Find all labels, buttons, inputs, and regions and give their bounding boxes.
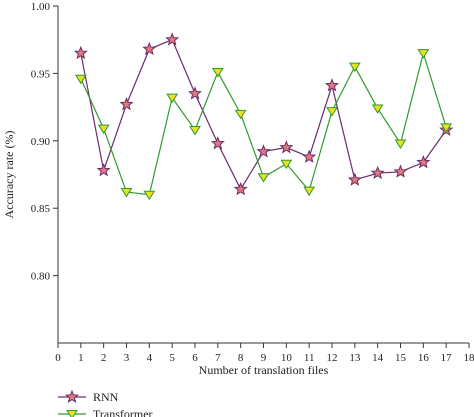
y-tick-label: 0.95 bbox=[31, 68, 51, 80]
data-point bbox=[120, 188, 133, 198]
data-point bbox=[211, 68, 224, 78]
data-point bbox=[189, 126, 201, 136]
y-ticks: 0.80 0.85 0.90 0.95 1.00 bbox=[31, 1, 58, 283]
x-tick-label: 1 bbox=[78, 352, 84, 364]
y-axis-title: Accuracy rate (%) bbox=[2, 131, 16, 219]
data-point bbox=[166, 93, 179, 104]
x-tick-label: 13 bbox=[349, 352, 361, 364]
data-point bbox=[416, 155, 431, 169]
data-point bbox=[394, 139, 407, 149]
x-tick-label: 12 bbox=[327, 352, 338, 364]
data-point bbox=[256, 144, 271, 158]
data-point bbox=[348, 62, 361, 73]
data-point bbox=[302, 149, 317, 163]
data-point bbox=[417, 49, 430, 59]
x-tick-label: 10 bbox=[281, 352, 293, 364]
data-point bbox=[257, 173, 270, 183]
x-tick-label: 7 bbox=[215, 352, 221, 364]
legend: RNN Transformer bbox=[58, 389, 153, 417]
legend-label: RNN bbox=[93, 390, 119, 404]
data-point bbox=[234, 109, 247, 120]
x-tick-label: 11 bbox=[304, 352, 315, 364]
y-tick-label: 0.80 bbox=[31, 271, 51, 283]
data-point bbox=[324, 78, 340, 92]
data-point bbox=[187, 86, 203, 100]
x-tick-label: 8 bbox=[238, 352, 244, 364]
y-tick-label: 0.90 bbox=[31, 136, 51, 148]
series-layer bbox=[73, 32, 454, 201]
series-line-rnn bbox=[80, 38, 447, 191]
legend-label: Transformer bbox=[93, 407, 153, 417]
data-point bbox=[142, 41, 157, 56]
data-point bbox=[440, 123, 453, 133]
x-tick-label: 16 bbox=[418, 352, 430, 364]
x-tick-label: 2 bbox=[101, 352, 107, 364]
data-point bbox=[347, 172, 362, 186]
x-tick-label: 18 bbox=[464, 352, 474, 364]
y-tick-label: 0.85 bbox=[31, 203, 51, 215]
data-point bbox=[233, 181, 248, 196]
data-point bbox=[143, 190, 156, 201]
x-tick-label: 14 bbox=[372, 352, 384, 364]
series-rnn bbox=[73, 32, 454, 196]
data-point bbox=[119, 97, 134, 111]
x-tick-label: 0 bbox=[55, 352, 61, 364]
data-point bbox=[74, 74, 87, 85]
legend-marker bbox=[66, 410, 78, 417]
data-point bbox=[165, 32, 180, 46]
data-point bbox=[210, 136, 225, 150]
data-point bbox=[97, 124, 110, 135]
legend-item: Transformer bbox=[58, 407, 153, 417]
x-tick-label: 9 bbox=[261, 352, 267, 364]
series-transformer bbox=[74, 49, 453, 201]
y-tick-label: 1.00 bbox=[31, 1, 51, 13]
data-point bbox=[371, 104, 384, 114]
x-tick-label: 4 bbox=[147, 352, 153, 364]
data-point bbox=[370, 165, 385, 180]
x-axis-title: Number of translation files bbox=[199, 363, 329, 377]
legend-marker bbox=[64, 389, 80, 403]
data-point bbox=[326, 107, 338, 117]
data-point bbox=[393, 164, 408, 178]
data-point bbox=[73, 45, 88, 60]
x-tick-label: 5 bbox=[169, 352, 175, 364]
x-tick-label: 6 bbox=[192, 352, 198, 364]
data-point bbox=[96, 163, 111, 177]
data-point bbox=[303, 186, 316, 197]
x-tick-label: 3 bbox=[124, 352, 130, 364]
data-point bbox=[280, 159, 293, 170]
x-tick-label: 17 bbox=[441, 352, 453, 364]
legend-item: RNN bbox=[58, 389, 119, 404]
x-tick-label: 15 bbox=[395, 352, 407, 364]
data-point bbox=[279, 140, 294, 154]
x-ticks: 0 1 2 3 4 5 6 7 8 9 10 11 12 13 14 15 16 17 18 bbox=[55, 343, 474, 364]
